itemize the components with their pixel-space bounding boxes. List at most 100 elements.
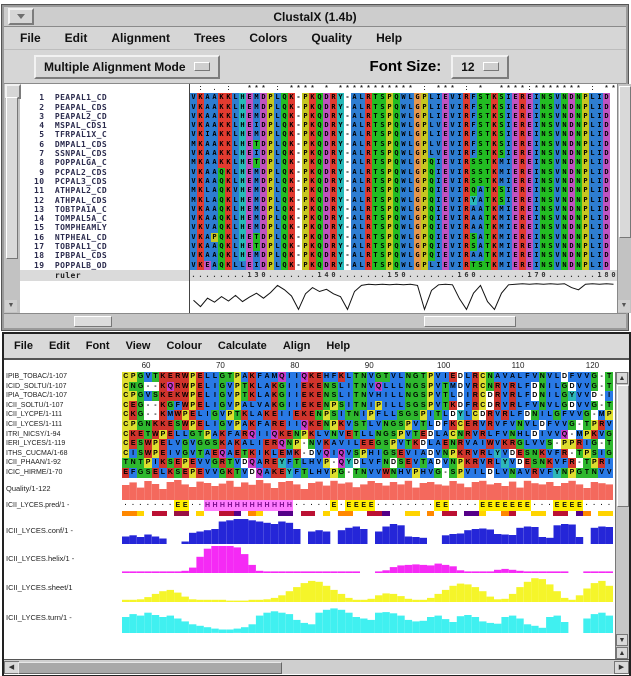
- menu-item-help[interactable]: Help: [376, 31, 403, 45]
- residue-cell: L: [407, 260, 414, 270]
- font-size-dropdown[interactable]: 12: [451, 54, 509, 79]
- scroll-up-icon[interactable]: ▲: [616, 372, 628, 384]
- sequence-name[interactable]: 16 NTPHEAL_CD: [34, 232, 108, 242]
- menu-item-colors[interactable]: Colors: [249, 31, 288, 45]
- menu-item-calculate[interactable]: Calculate: [217, 340, 267, 352]
- sequence-name[interactable]: 7 SSNPAL_CDS: [34, 149, 108, 159]
- scroll-down-icon[interactable]: ▼: [618, 300, 630, 312]
- residue-cell: L: [232, 232, 239, 243]
- scroll-left-icon[interactable]: ◀: [4, 661, 19, 674]
- residue-cell: M: [498, 176, 505, 187]
- scroll-up-icon[interactable]: ▲: [616, 647, 628, 659]
- sequence-name[interactable]: 15 TOMPHEAMLY: [34, 223, 108, 233]
- clustalx-titlebar[interactable]: ClustalX (1.4b): [4, 7, 626, 27]
- sequence-row[interactable]: ICII_LYCES/1-111 C P G N K K E S W P E L I G V P A K F A R E I I…: [4, 419, 629, 430]
- sequence-row[interactable]: ICII_SOLTU/1-107 C E G - - K G F W P E L I G V P A L V A K G I I…: [4, 400, 629, 411]
- scroll-down-icon[interactable]: ▼: [616, 634, 628, 646]
- menu-item-edit[interactable]: Edit: [64, 31, 88, 45]
- sequence-name[interactable]: 13 TOBTPA1A_C: [34, 204, 108, 214]
- sequence-row[interactable]: IPIA_TOBAC/1-107 C P G V S K E K W P E L I G V P T K L A K G I I…: [4, 391, 629, 401]
- menu-item-trees[interactable]: Trees: [194, 31, 226, 45]
- sequence-name[interactable]: 10 PCPAL3_CDS: [34, 176, 108, 186]
- alignment-grid[interactable]: IPIB_TOBAC/1-107 C P G V T K E R W P E L L G T P A K F A M Q I I…: [4, 372, 629, 478]
- sequence-name[interactable]: 1 PEAPAL1_CD: [34, 93, 108, 103]
- menu-item-edit[interactable]: Edit: [48, 340, 70, 352]
- sequence-name[interactable]: 6 DMPAL1_CDS: [34, 139, 108, 149]
- sequence-name[interactable]: 9 PCPAL2_CDS: [34, 167, 108, 177]
- scroll-right-icon[interactable]: ▶: [614, 661, 629, 674]
- sequence-name[interactable]: 19 POPPALB_OD: [34, 260, 108, 270]
- scroll-down-icon[interactable]: ▼: [5, 300, 17, 312]
- sequence-row[interactable]: ICII_LYCPE/1-111 C K G - - K M W P E L I G V P T K L A K E I I E…: [4, 410, 629, 420]
- sequence-name-list[interactable]: 1 PEAPAL1_CD 2 PEAPAL_CDS 3 PEAPAL2_CD 4…: [20, 84, 190, 313]
- sequence-row[interactable]: ICIC_HIRME/1-70 E F G S E L K S E P E V V G K T V D Q A K E Y F T…: [4, 467, 629, 478]
- menu-item-quality[interactable]: Quality: [311, 31, 353, 45]
- alignment-grid[interactable]: : . : * * * : * * * * * * * * * * * * * * * * : * * * : *…: [190, 84, 617, 313]
- menu-item-align[interactable]: Align: [282, 340, 311, 352]
- residue-cell: L: [204, 186, 211, 196]
- menu-item-view[interactable]: View: [125, 340, 151, 352]
- menu-item-alignment[interactable]: Alignment: [111, 31, 171, 45]
- names-hscroll-thumb[interactable]: [74, 316, 112, 327]
- sequence-name[interactable]: 8 POPPALGA_C: [34, 158, 108, 168]
- sequence-name[interactable]: 14 TOMPAL5A_C: [34, 214, 108, 224]
- sequence-row[interactable]: ITHS_CUCMA/1-68 C I S W P E I V G V T A E Q A E T K I K L E M K -…: [4, 448, 629, 459]
- sequence-name[interactable]: 2 PEAPAL_CDS: [34, 102, 108, 112]
- residue-cell: I: [533, 121, 540, 131]
- left-vertical-scrollbar[interactable]: ▼: [4, 84, 21, 313]
- menu-item-colour[interactable]: Colour: [166, 340, 202, 352]
- right-vertical-scrollbar[interactable]: ▼: [617, 84, 631, 313]
- sequence-name[interactable]: 3 PEAPAL2_CD: [34, 111, 108, 121]
- menu-item-help[interactable]: Help: [326, 340, 351, 352]
- scrollbar-thumb[interactable]: [617, 385, 629, 507]
- clustalx-horizontal-scrollbar[interactable]: [4, 313, 626, 328]
- residue-cell: I: [441, 372, 450, 382]
- sequence-row[interactable]: ITRI_NICSY/1-94 C K E T W P E L L G T P A K F A R Q I I Q K E N P…: [4, 429, 629, 440]
- sequence-name[interactable]: 17 TOBPAL1_CD: [34, 242, 108, 252]
- jalview-vertical-scrollbar[interactable]: ▲ ▼ ▲: [615, 372, 629, 659]
- residue-cell: .: [554, 269, 561, 281]
- residue-cell: S: [531, 458, 539, 468]
- sequence-row[interactable]: IPIB_TOBAC/1-107 C P G V T K E R W P E L L G T P A K F A M Q I I…: [4, 372, 629, 382]
- alignment-mode-dropdown[interactable]: Multiple Alignment Mode: [34, 54, 220, 79]
- window-menu-button[interactable]: [8, 8, 34, 25]
- sequence-row[interactable]: ICID_SOLTU/1-107 C N G - - K Q R W P E L I G V P T K L A K G I I…: [4, 381, 629, 392]
- menu-item-file[interactable]: File: [14, 340, 33, 352]
- scrollbar-thumb[interactable]: [619, 86, 631, 238]
- conservation-row[interactable]: : . : * * * : * * * * * * * * * * * * * * * * : * * * : *…: [190, 84, 617, 94]
- sequence-name[interactable]: 12 ATHPAL_CDS: [34, 195, 108, 205]
- menu-item-file[interactable]: File: [20, 31, 41, 45]
- scrollbar-thumb[interactable]: [6, 97, 18, 259]
- menu-item-font[interactable]: Font: [85, 340, 110, 352]
- sequence-name[interactable]: 4 MSPAL_CDS1: [34, 121, 108, 131]
- scrollbar-thumb[interactable]: [18, 662, 282, 674]
- sequence-row[interactable]: IERI_LYCES/1-119 C E S W P E L V G V G G S K A K A L I E R Q N P…: [4, 439, 629, 449]
- jalview-horizontal-scrollbar[interactable]: ◀ ▶: [4, 659, 629, 674]
- sequence-row[interactable]: ICII_PHAAN/1-92 T N T P I K S E P E V V G R T V D Q A R E Y F T L…: [4, 458, 629, 468]
- sequence-name[interactable]: 5 TFRPAL1X_C: [34, 130, 108, 140]
- residue-cell: [610, 111, 617, 122]
- sequence-name[interactable]: 11 ATHPAL2_CD: [34, 186, 108, 196]
- sequence-name[interactable]: 18 IPBPAL_CDS: [34, 251, 108, 261]
- alignment-hscroll-thumb[interactable]: [424, 316, 516, 327]
